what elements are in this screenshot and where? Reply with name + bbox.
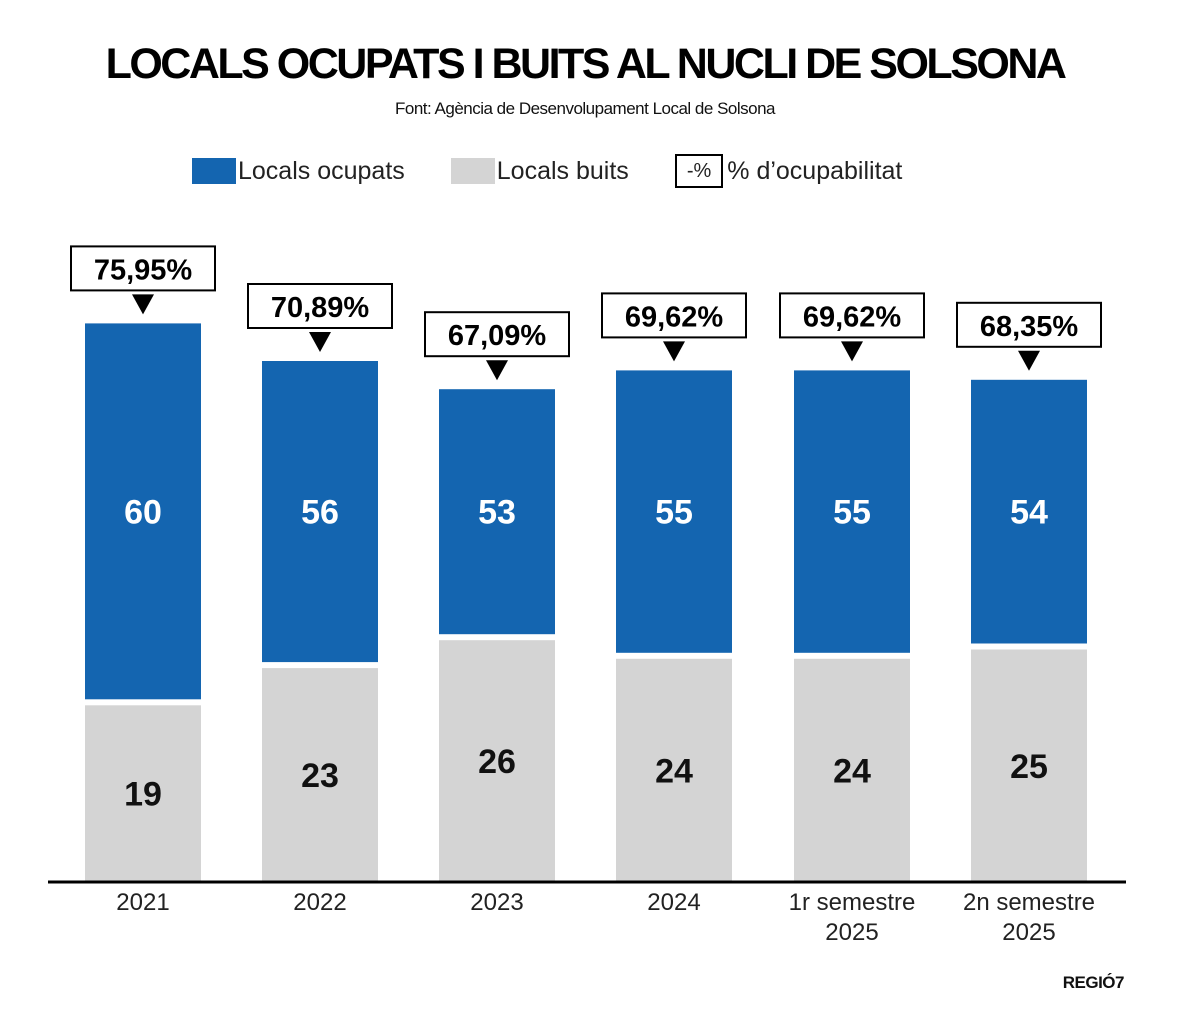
pct-label-4: 69,62% <box>803 301 902 333</box>
bar-empty-3 <box>616 658 732 882</box>
pct-label-5: 68,35% <box>980 311 1079 343</box>
pct-box-3 <box>601 292 747 339</box>
bar-empty-0 <box>85 705 201 882</box>
bar-occupied-2 <box>439 389 555 635</box>
pct-box-4 <box>779 292 925 339</box>
legend-swatch-occupied <box>192 158 236 184</box>
legend-pct-box: -% <box>674 154 724 188</box>
bar-empty-5 <box>971 649 1087 882</box>
label-occupied-5: 54 <box>1010 494 1048 532</box>
pct-arrow-4 <box>841 341 863 362</box>
label-empty-1: 23 <box>301 757 339 795</box>
label-empty-2: 26 <box>478 743 516 781</box>
x-tick-label-2: 2023 <box>470 889 523 916</box>
pct-box-2 <box>424 311 570 358</box>
legend-swatch-empty <box>450 158 495 184</box>
chart-source: Font: Agència de Desenvolupament Local d… <box>395 99 776 118</box>
legend-label-pct: % d’ocupabilitat <box>727 156 903 185</box>
label-occupied-3: 55 <box>655 494 693 532</box>
pct-label-2: 67,09% <box>448 320 547 352</box>
pct-box-5 <box>956 301 1102 348</box>
bar-occupied-0 <box>85 323 201 700</box>
legend-label-empty: Locals buits <box>496 156 629 185</box>
pct-box-0 <box>70 245 216 292</box>
legend-label-occupied: Locals ocupats <box>238 156 405 185</box>
label-empty-3: 24 <box>655 752 693 790</box>
pct-arrow-1 <box>309 332 331 352</box>
label-occupied-1: 56 <box>301 494 339 532</box>
pct-label-0: 75,95% <box>94 254 193 286</box>
x-tick-label-5: 2025 <box>1002 919 1055 946</box>
pct-arrow-2 <box>486 360 508 381</box>
bar-empty-2 <box>439 640 555 882</box>
credit: REGIÓ7 <box>1062 973 1125 992</box>
label-occupied-2: 53 <box>478 494 516 532</box>
bar-occupied-4 <box>794 370 910 653</box>
bar-occupied-3 <box>616 370 732 653</box>
pct-label-1: 70,89% <box>271 292 370 324</box>
bar-occupied-5 <box>971 379 1087 644</box>
x-tick-label-5: 2n semestre <box>963 889 1095 916</box>
bar-empty-4 <box>794 658 910 882</box>
x-tick-label-1: 2022 <box>293 889 346 916</box>
label-empty-4: 24 <box>833 752 871 790</box>
x-tick-label-4: 2025 <box>825 919 878 946</box>
bar-empty-1 <box>262 668 378 882</box>
label-occupied-4: 55 <box>833 494 871 532</box>
x-tick-label-3: 2024 <box>647 889 700 916</box>
x-tick-label-0: 2021 <box>116 889 169 916</box>
label-occupied-0: 60 <box>124 493 162 531</box>
x-tick-label-4: 1r semestre <box>789 889 916 916</box>
legend: Locals ocupats Locals buits -% % d’ocupa… <box>192 154 902 188</box>
pct-arrow-3 <box>663 341 685 362</box>
pct-label-3: 69,62% <box>625 301 724 333</box>
pct-box-1 <box>247 283 393 329</box>
chart-title: LOCALS OCUPATS I BUITS AL NUCLI DE SOLSO… <box>105 40 1067 88</box>
bar-occupied-1 <box>262 361 378 663</box>
label-empty-0: 19 <box>124 776 162 814</box>
label-empty-5: 25 <box>1010 748 1048 786</box>
pct-arrow-5 <box>1018 350 1040 371</box>
pct-arrow-0 <box>132 294 154 315</box>
